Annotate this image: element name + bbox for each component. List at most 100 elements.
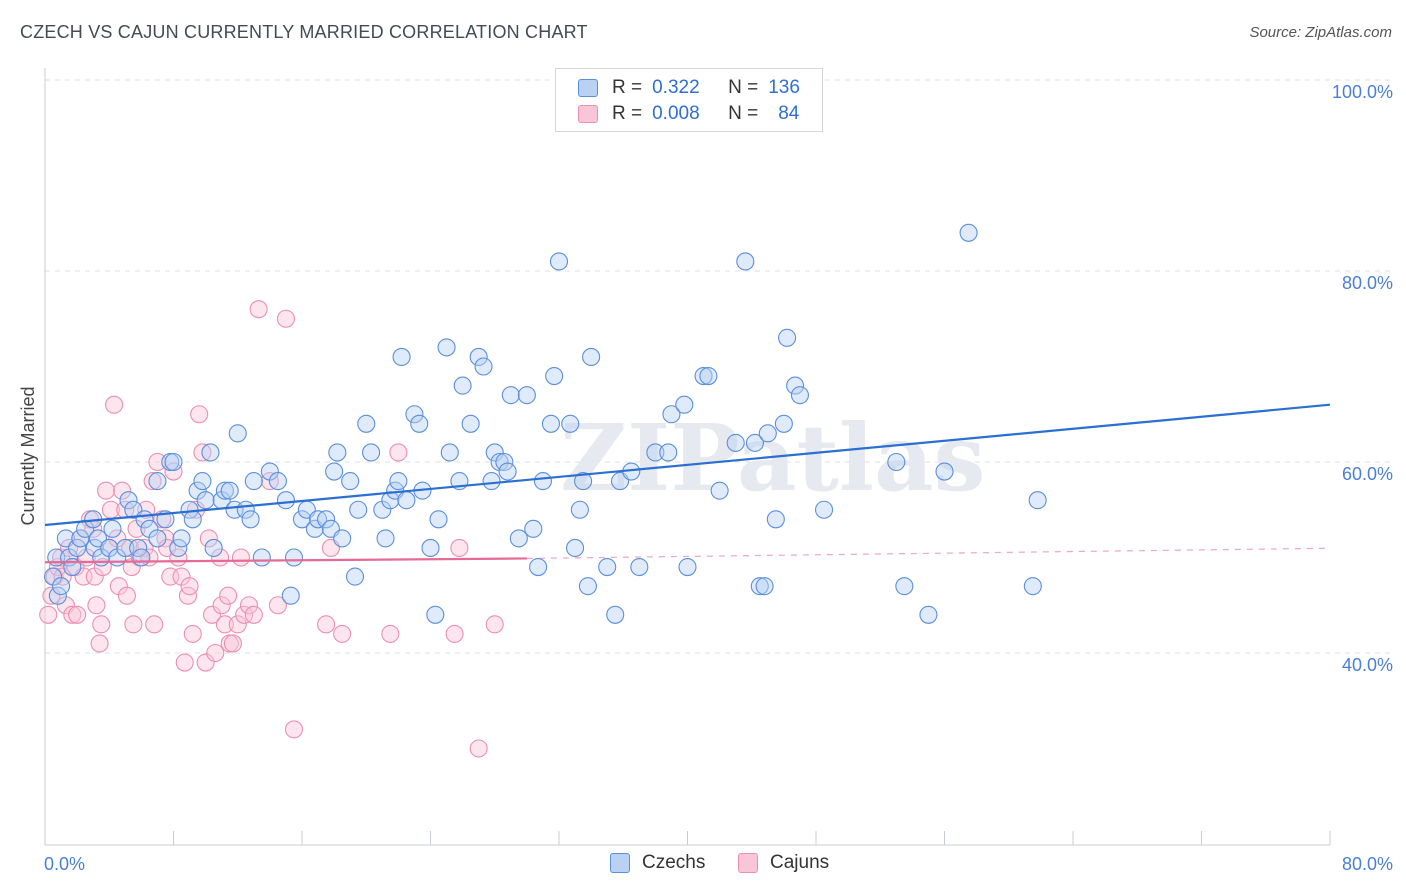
czechs-point — [429, 510, 448, 529]
cajuns-point — [381, 624, 400, 643]
cajuns-point — [212, 596, 231, 615]
legend-r-value: 0.322 — [652, 77, 700, 98]
czechs-point — [461, 414, 480, 433]
watermark: ZIPatlas — [560, 404, 985, 512]
x-tick-labels: 0.0% 80.0% — [44, 854, 1393, 874]
cajuns-point — [92, 615, 111, 634]
czechs-point — [389, 472, 408, 491]
trend-lines — [44, 403, 1331, 564]
czechs-point — [778, 328, 797, 347]
czechs-point — [694, 366, 713, 386]
czechs-point — [357, 414, 376, 433]
czechs-point — [582, 347, 601, 367]
cajuns-point — [485, 615, 504, 634]
czechs-point — [474, 357, 493, 376]
czechs-point — [397, 491, 416, 510]
czechs-points — [43, 223, 1047, 624]
czechs-point — [646, 443, 665, 462]
legend-n-label: N = — [728, 77, 759, 98]
czechs-point — [736, 252, 755, 271]
cajuns-point — [228, 615, 247, 634]
czechs-point — [68, 538, 87, 558]
cajuns-point — [219, 586, 238, 605]
czechs-point — [790, 386, 809, 405]
czechs-point — [129, 538, 148, 558]
czechs-point — [440, 443, 459, 462]
czechs-point — [598, 557, 617, 577]
czechs-point — [244, 472, 263, 491]
cajuns-point — [249, 300, 268, 319]
cajuns-point — [203, 605, 222, 624]
czechs-point — [498, 462, 517, 481]
cajuns-trend-extension — [526, 547, 1331, 560]
cajuns-point — [164, 462, 183, 481]
y-tick-label: 60.0% — [1342, 464, 1393, 484]
cajuns-point — [244, 605, 263, 624]
cajuns-point — [117, 586, 136, 605]
czechs-point — [426, 605, 445, 624]
cajuns-point — [317, 615, 336, 634]
czechs-point — [630, 557, 649, 577]
czechs-point — [570, 500, 589, 519]
czechs-point — [421, 538, 440, 558]
cajuns-legend-label: Cajuns — [770, 852, 830, 873]
czechs-point — [204, 538, 223, 558]
czechs-point — [517, 386, 536, 405]
cajuns-point — [90, 634, 109, 653]
czechs-swatch — [578, 79, 598, 97]
czechs-point — [325, 462, 344, 481]
bottom-legend-cajuns: Cajuns — [738, 852, 829, 874]
czechs-point — [196, 491, 215, 510]
correlation-legend: R = 0.322 N = 136 R = 0.008 N = 84 — [555, 68, 823, 132]
czechs-point — [524, 519, 543, 538]
cajuns-point — [148, 452, 167, 472]
czechs-point — [469, 347, 488, 367]
czechs-point — [148, 472, 167, 491]
czechs-point — [541, 414, 561, 433]
czechs-point — [786, 376, 805, 395]
cajuns-point — [199, 529, 218, 548]
cajuns-point — [178, 586, 198, 605]
cajuns-point — [450, 538, 469, 558]
czechs-point — [509, 529, 528, 548]
gridlines — [45, 79, 1392, 654]
czechs-point — [814, 500, 834, 519]
czechs-point — [132, 548, 151, 567]
czechs-point — [284, 548, 304, 567]
czechs-point — [606, 605, 625, 624]
czechs-point — [549, 252, 569, 271]
cajuns-point — [180, 577, 199, 596]
czechs-swatch — [610, 853, 630, 873]
czechs-point — [935, 462, 954, 481]
czechs-point — [349, 500, 368, 519]
czechs-point — [750, 577, 769, 596]
czechs-point — [895, 577, 914, 596]
czechs-point — [726, 433, 745, 452]
cajuns-point — [143, 472, 162, 491]
czechs-point — [48, 586, 67, 605]
cajuns-point — [389, 443, 408, 462]
cajuns-point — [137, 500, 156, 519]
legend-row-cajuns: R = 0.008 N = 84 — [578, 101, 799, 127]
cajuns-point — [183, 624, 202, 643]
cajuns-point — [96, 481, 116, 500]
cajuns-point — [469, 739, 488, 758]
czechs-point — [85, 538, 104, 558]
czechs-point — [574, 472, 593, 491]
czechs-point — [675, 395, 694, 414]
cajuns-point — [190, 405, 209, 424]
czechs-point — [119, 491, 138, 510]
czechs-point — [959, 223, 978, 242]
cajuns-point — [333, 624, 352, 643]
czechs-point — [193, 472, 212, 491]
czechs-point — [183, 510, 202, 529]
czechs-point — [495, 452, 514, 472]
chart-title: CZECH VS CAJUN CURRENTLY MARRIED CORRELA… — [20, 22, 588, 42]
legend-n-value: 136 — [768, 77, 800, 98]
czechs-point — [169, 538, 188, 558]
czechs-point — [376, 529, 395, 548]
source-label: Source: ZipAtlas.com — [1249, 24, 1392, 41]
czechs-point — [561, 414, 580, 433]
y-tick-label: 100.0% — [1332, 82, 1393, 102]
cajuns-point — [231, 548, 251, 567]
